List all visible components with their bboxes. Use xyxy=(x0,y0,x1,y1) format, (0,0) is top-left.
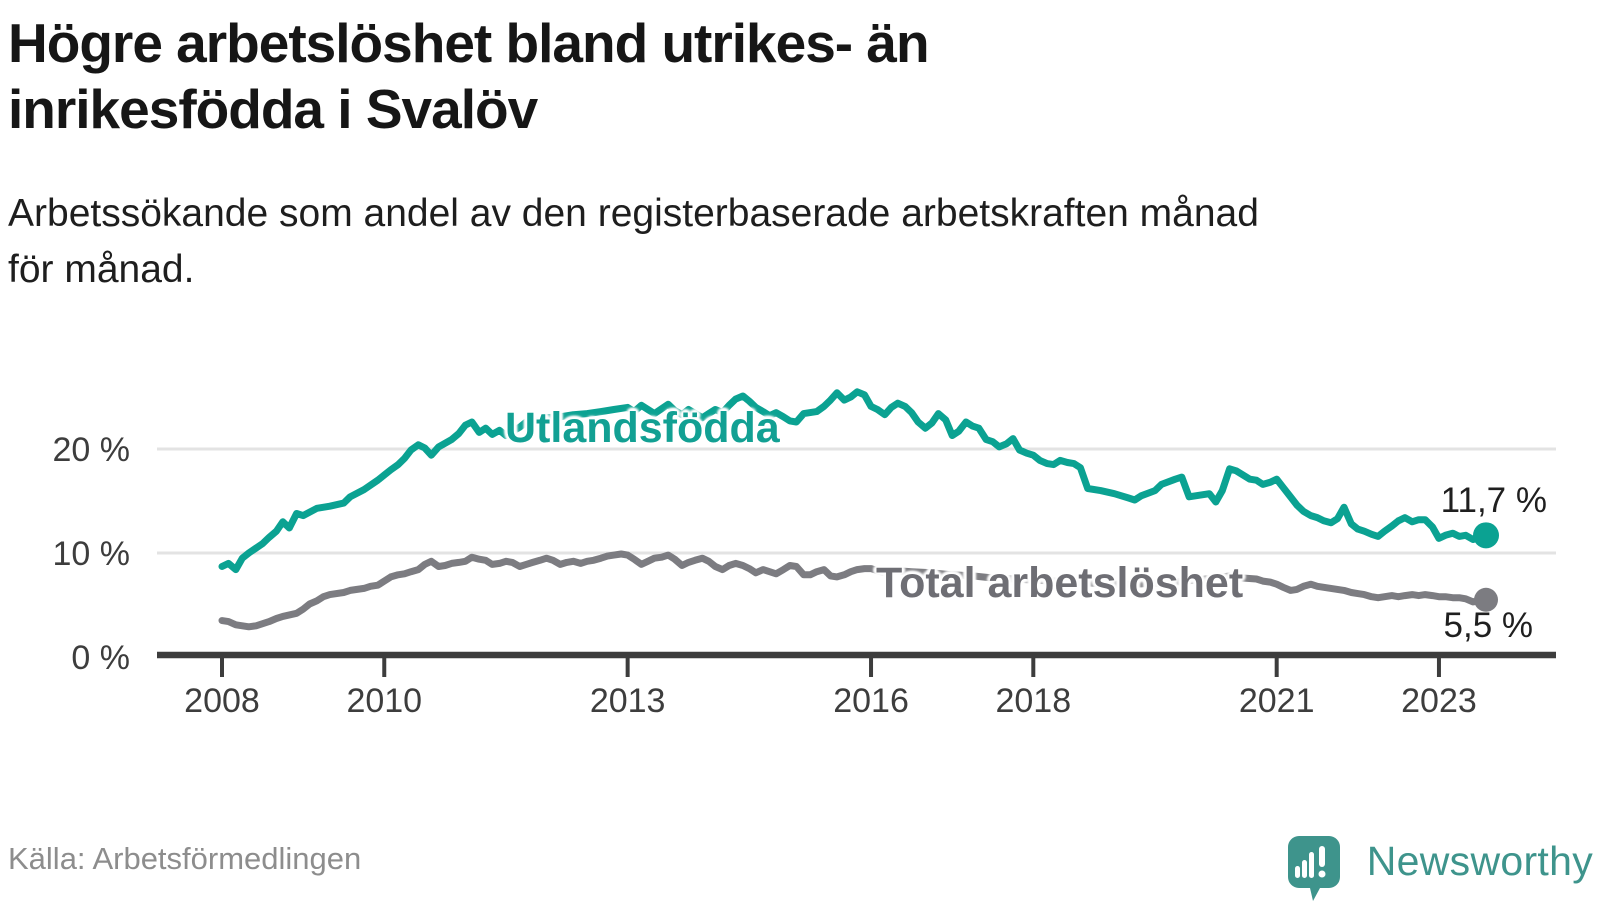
page-title: Högre arbetslöshet bland utrikes- än inr… xyxy=(8,10,930,142)
series-label-utlandsfodda: Utlandsfödda xyxy=(505,404,780,452)
series-line-utlandsfodda xyxy=(218,388,1490,574)
x-axis-label-2023: 2023 xyxy=(1401,682,1477,720)
title-line-2: inrikesfödda i Svalöv xyxy=(8,78,538,140)
logo-bar-2 xyxy=(1302,860,1307,878)
x-axis-label-2010: 2010 xyxy=(346,682,422,720)
endpoint-dot-utlandsfodda xyxy=(1473,522,1500,549)
series-label-total-arbetsloshet: Total arbetslöshet xyxy=(876,559,1244,607)
x-axis-label-2016: 2016 xyxy=(833,682,909,720)
logo-exclamation-dot xyxy=(1318,870,1326,878)
source-attribution: Källa: Arbetsförmedlingen xyxy=(8,841,362,876)
y-axis-label-10: 10 % xyxy=(53,535,131,573)
subtitle-line-1: Arbetssökande som andel av den registerb… xyxy=(8,192,1259,235)
newsworthy-logo-icon[interactable] xyxy=(1288,836,1340,902)
logo-bar-1 xyxy=(1295,866,1300,878)
x-axis-label-2013: 2013 xyxy=(590,682,666,720)
logo-bar-3 xyxy=(1309,852,1314,878)
y-axis-label-0: 0 % xyxy=(71,639,130,677)
logo-exclamation-bar xyxy=(1319,846,1325,867)
title-line-1: Högre arbetslöshet bland utrikes- än xyxy=(8,12,930,74)
series-line-total-arbetsloshet xyxy=(218,550,1490,631)
subtitle-line-2: för månad. xyxy=(8,248,195,291)
end-value-label-total: 5,5 % xyxy=(1443,606,1534,645)
x-axis-label-2018: 2018 xyxy=(995,682,1071,720)
chart-subtitle: Arbetssökande som andel av den registerb… xyxy=(8,186,1259,298)
x-axis-label-2008: 2008 xyxy=(184,682,260,720)
end-value-label-utlandsfodda: 11,7 % xyxy=(1440,481,1547,520)
newsworthy-wordmark[interactable]: Newsworthy xyxy=(1366,838,1593,884)
y-axis-label-20: 20 % xyxy=(53,431,131,469)
x-axis-label-2021: 2021 xyxy=(1239,682,1315,720)
endpoint-dot-total-arbetsloshet xyxy=(1474,587,1499,612)
